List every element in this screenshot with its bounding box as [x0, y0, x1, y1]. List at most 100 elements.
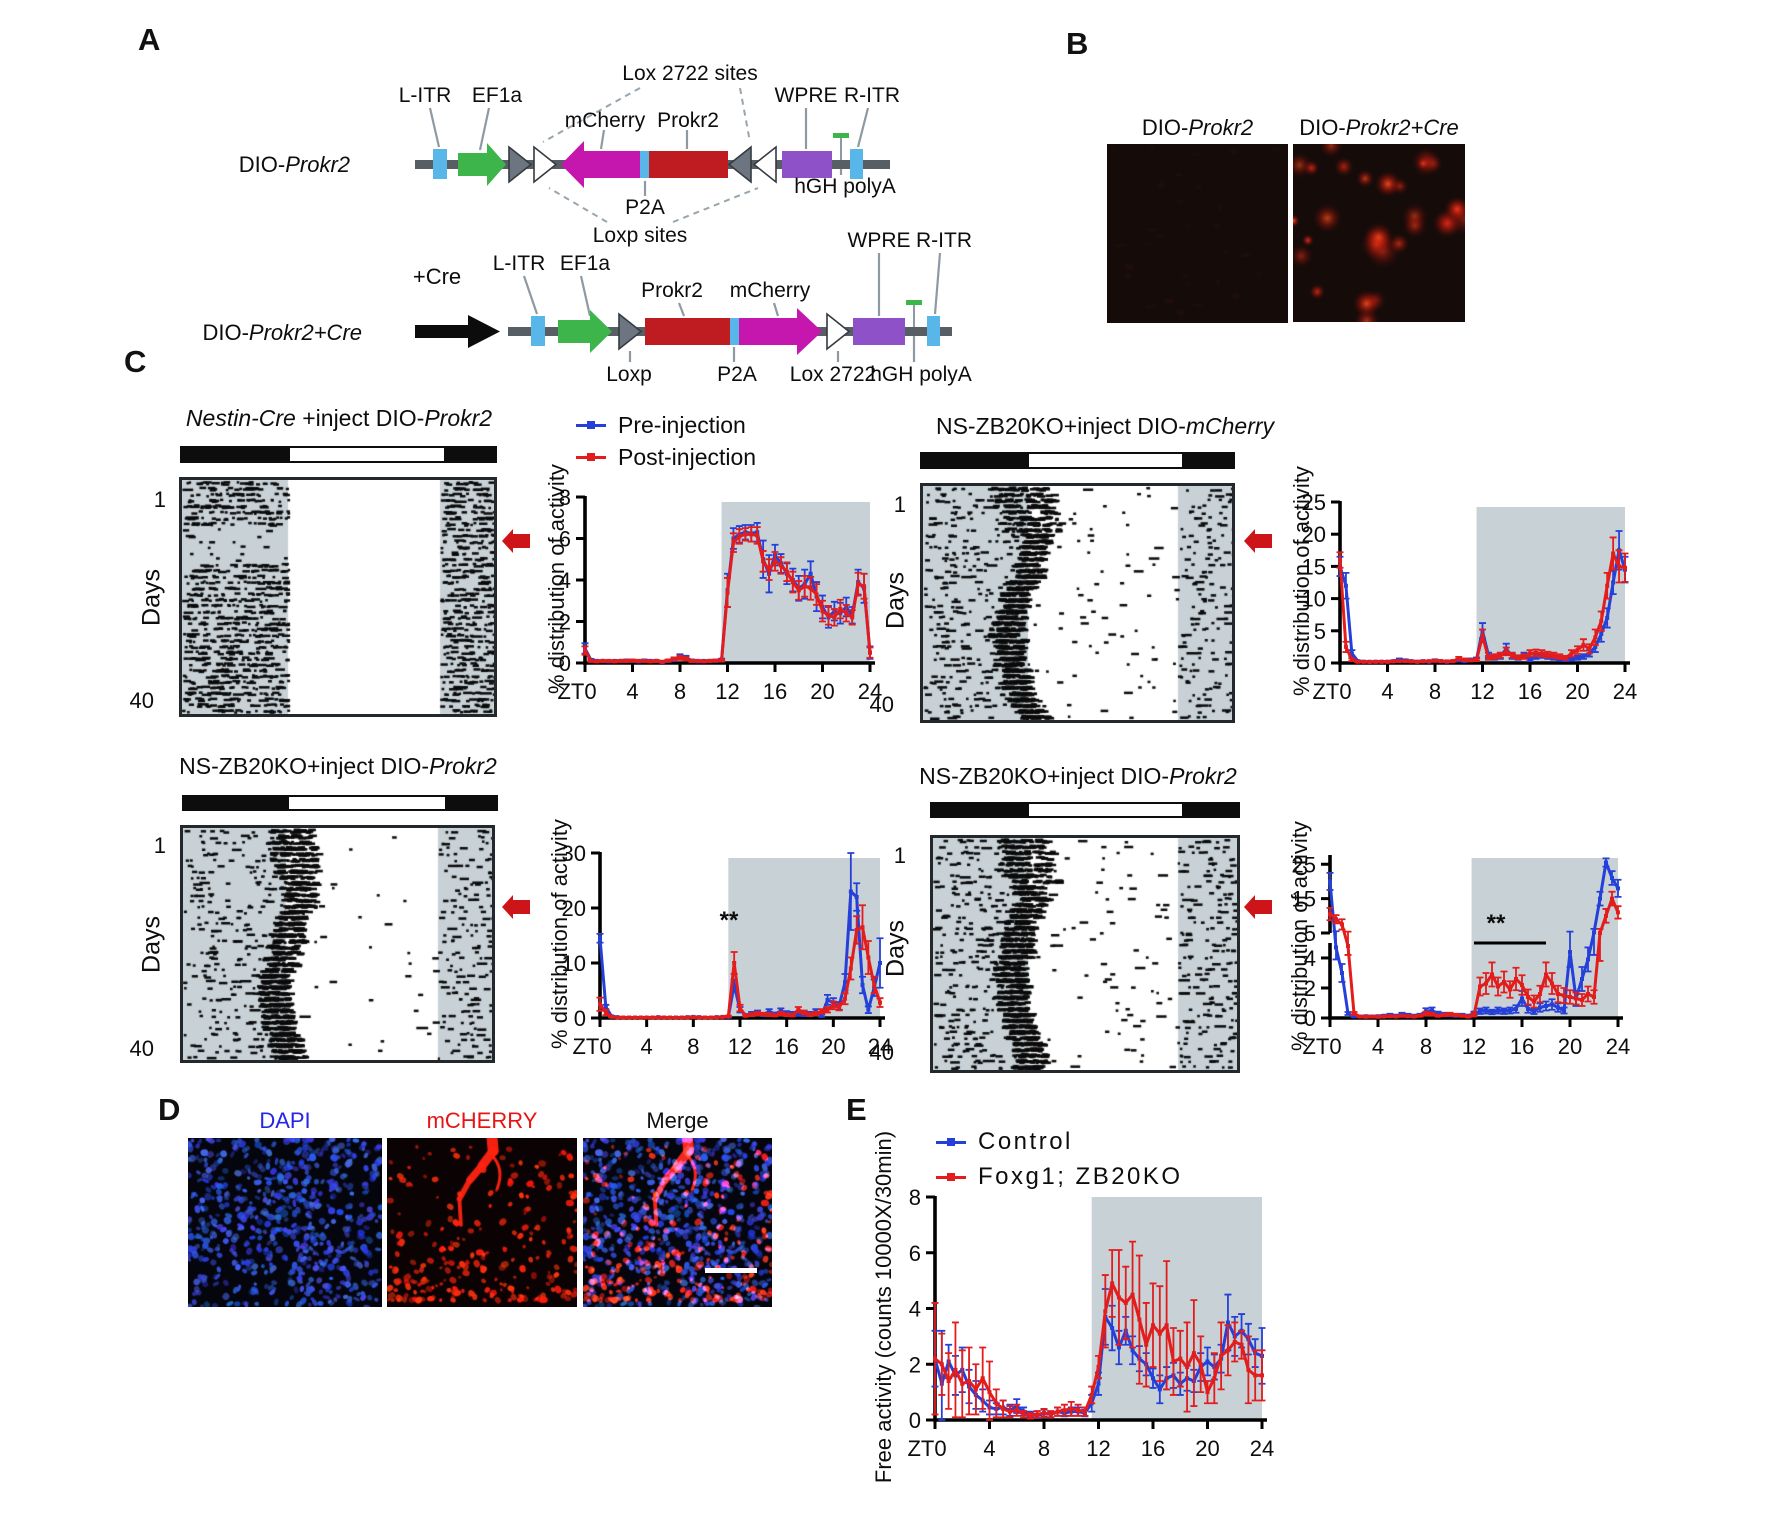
svg-text:24: 24	[1613, 679, 1637, 704]
svg-text:20: 20	[1565, 679, 1589, 704]
dark-phase-segment	[1181, 453, 1234, 468]
lox2722-triangle	[826, 312, 851, 351]
actogram-title: Nestin-Cre +inject DIO-Prokr2	[185, 405, 493, 431]
day-end-label: 40	[129, 1036, 154, 1061]
svg-text:ZT0: ZT0	[1312, 679, 1351, 704]
legend-control: Control	[936, 1128, 1183, 1156]
svg-text:24: 24	[1250, 1436, 1274, 1461]
dark-phase-segment	[183, 796, 290, 810]
construct-name: DIO-Prokr2+Cre	[202, 320, 362, 345]
actogram-plot	[933, 838, 1237, 1070]
injection-arrow-icon	[1244, 895, 1272, 919]
svg-text:12: 12	[1086, 1436, 1110, 1461]
chart2-ylabel: % distribution of activity	[1289, 466, 1314, 696]
l-itr-box	[531, 316, 545, 346]
svg-text:20: 20	[1558, 1034, 1582, 1059]
actogram-title: NS-ZB20KO+inject DIO-mCherry	[935, 413, 1275, 439]
svg-text:12: 12	[1462, 1034, 1486, 1059]
svg-text:4: 4	[909, 1297, 921, 1322]
scale-bar	[705, 1268, 757, 1273]
svg-text:16: 16	[774, 1034, 798, 1059]
actogram-frame	[179, 477, 497, 717]
pre-injection-marker-icon	[576, 421, 606, 429]
dark-phase-segment	[181, 447, 290, 462]
svg-text:4: 4	[1381, 679, 1393, 704]
svg-text:16: 16	[1518, 679, 1542, 704]
p2a-box	[640, 151, 649, 178]
dark-phase-segment	[921, 453, 1030, 468]
lox2722-label: Lox 2722	[790, 363, 876, 386]
red-image	[387, 1138, 577, 1307]
light-dark-bar	[180, 446, 497, 463]
construct-diagram: DIO-Prokr2	[202, 62, 972, 386]
hgh-polya-tick	[906, 300, 922, 305]
svg-text:ZT0: ZT0	[572, 1034, 611, 1059]
ef1a-label: EF1a	[472, 84, 523, 107]
litr-label: L-ITR	[493, 252, 546, 275]
prokr2-box	[649, 151, 728, 178]
svg-text:8: 8	[909, 1185, 921, 1210]
actogram-title: NS-ZB20KO+inject DIO-Prokr2	[179, 753, 497, 779]
svg-text:0: 0	[1314, 651, 1326, 676]
actogram-plot	[923, 486, 1232, 720]
p2a-box	[730, 318, 739, 345]
svg-text:4: 4	[626, 679, 638, 704]
actogram-frame	[920, 483, 1235, 723]
construct-name: DIO-Prokr2	[239, 152, 350, 177]
construct-row-dio-prokr2-cre: DIO-Prokr2+Cre +Cre L-ITR EF1a	[202, 229, 972, 386]
chart4-ylabel: % distribution of activity	[1287, 821, 1312, 1051]
panel-label-e: E	[846, 1092, 867, 1127]
hgh-polya-tick	[833, 133, 849, 138]
p2a-label: P2A	[625, 196, 665, 219]
svg-text:8: 8	[674, 679, 686, 704]
b-title-dio-prokr2-cre: DIO-Prokr2+Cre	[1299, 115, 1459, 140]
chart3-ylabel: % distribution of activity	[547, 819, 572, 1049]
prokr2-label: Prokr2	[641, 279, 703, 302]
svg-text:**: **	[720, 907, 739, 934]
l-itr-box	[433, 149, 447, 179]
actogram-plot	[182, 480, 494, 714]
lox2722-sites-label: Lox 2722 sites	[622, 62, 757, 85]
litr-label: L-ITR	[399, 84, 452, 107]
svg-text:4: 4	[1372, 1034, 1384, 1059]
b-image-dio-prokr2	[1107, 144, 1288, 323]
control-marker-icon	[936, 1137, 966, 1146]
dark-phase-segment	[1181, 803, 1239, 817]
svg-text:8: 8	[1420, 1034, 1432, 1059]
svg-text:20: 20	[810, 679, 834, 704]
post-injection-marker-icon	[576, 453, 606, 461]
svg-text:2: 2	[909, 1352, 921, 1377]
actogram-title: NS-ZB20KO+inject DIO-Prokr2	[919, 763, 1237, 789]
d-title-merge: Merge	[646, 1108, 709, 1133]
svg-text:4: 4	[641, 1034, 653, 1059]
leader-lines	[428, 107, 870, 196]
dark-phase-segment	[931, 803, 1030, 817]
prokr2-box	[645, 318, 730, 345]
lox2722-triangle	[508, 145, 533, 184]
light-dark-bar	[182, 795, 498, 811]
foxg1-zb20ko-marker-icon	[936, 1172, 966, 1181]
mcherry-label: mCherry	[730, 279, 811, 302]
days-axis-label: Days	[881, 920, 910, 977]
hgh-polya-label: hGH polyA	[870, 363, 972, 386]
svg-text:20: 20	[1195, 1436, 1219, 1461]
legend-foxg1-zb20ko: Foxg1; ZB20KO	[936, 1163, 1183, 1191]
light-dark-bar	[930, 802, 1240, 818]
legend-post-injection: Post-injection	[576, 444, 756, 471]
wpre-box	[782, 151, 832, 178]
svg-text:6: 6	[909, 1241, 921, 1266]
loxp-triangle	[752, 145, 777, 184]
svg-text:8: 8	[1429, 679, 1441, 704]
svg-text:**: **	[1487, 910, 1506, 937]
day-end-label: 40	[129, 688, 154, 713]
merge-image	[583, 1138, 772, 1307]
injection-arrow-icon	[502, 895, 530, 919]
p2a-label: P2A	[717, 363, 757, 386]
b-image-dio-prokr2-cre	[1293, 144, 1465, 322]
svg-text:ZT0: ZT0	[907, 1436, 946, 1461]
chart5-ylabel: Free activity (counts 10000X/30min)	[871, 1130, 896, 1484]
wpre-label: WPRE	[848, 229, 911, 252]
d-title-mcherry: mCHERRY	[426, 1108, 538, 1133]
lox2722-triangle	[727, 145, 752, 184]
leader-lines	[522, 252, 942, 362]
